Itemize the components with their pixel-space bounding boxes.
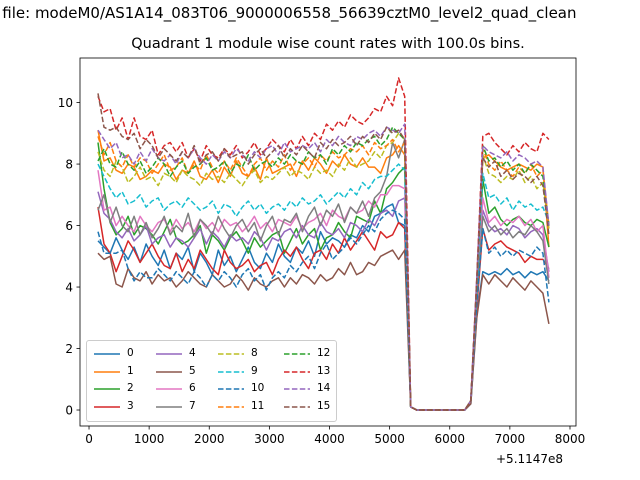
legend-swatch <box>156 370 182 373</box>
x-tick-label: 4000 <box>314 432 345 446</box>
legend-label: 12 <box>317 347 331 359</box>
legend-label: 13 <box>317 364 331 377</box>
legend-label: 1 <box>127 364 134 377</box>
y-tick-label: 0 <box>65 403 73 417</box>
legend-swatch <box>156 353 182 355</box>
legend-swatch <box>156 406 182 408</box>
legend-swatch <box>284 353 310 355</box>
legend-swatch <box>218 406 244 408</box>
series-line-15 <box>97 93 550 411</box>
chart-title: Quadrant 1 module wise count rates with … <box>131 36 525 52</box>
legend-label: 11 <box>251 399 265 412</box>
chart-legend: 0 1 2 3 4 5 6 7 8 9 10 11 12 13 14 15 <box>86 340 337 422</box>
x-tick-label: 5000 <box>374 432 405 446</box>
x-tick-label: 2000 <box>194 432 225 446</box>
plot-frame <box>79 57 577 427</box>
y-tick-label: 8 <box>65 157 73 171</box>
legend-swatch <box>156 388 182 390</box>
legend-swatch <box>284 388 310 390</box>
legend-label: 14 <box>317 382 331 395</box>
x-tick-label: 0 <box>85 432 93 446</box>
x-axis-offset-label: +5.1147e8 <box>496 452 564 466</box>
legend-label: 8 <box>251 347 258 359</box>
legend-label: 4 <box>189 347 196 359</box>
x-tick-label: 7000 <box>495 432 526 446</box>
y-tick-label: 6 <box>65 219 73 233</box>
y-tick-label: 4 <box>65 280 73 294</box>
legend-label: 9 <box>251 364 258 377</box>
legend-label: 3 <box>127 399 134 412</box>
legend-swatch <box>94 388 120 390</box>
figure-suptitle: n file: modeM0/AS1A14_083T06_9000006558_… <box>0 4 577 22</box>
y-tick-label: 2 <box>65 342 73 356</box>
legend-swatch <box>94 370 120 373</box>
legend-swatch <box>218 353 244 355</box>
legend-label: 0 <box>127 347 134 359</box>
x-tick-label: 1000 <box>134 432 165 446</box>
legend-swatch <box>218 370 244 373</box>
legend-label: 15 <box>317 399 331 412</box>
series-line-11 <box>97 136 550 411</box>
y-tick-label: 10 <box>58 96 73 110</box>
legend-label: 7 <box>189 399 196 412</box>
series-lines <box>97 77 550 411</box>
legend-swatch <box>284 406 310 408</box>
legend-label: 10 <box>251 382 265 395</box>
legend-label: 2 <box>127 382 134 395</box>
legend-label: 6 <box>189 382 196 395</box>
x-tick-label: 8000 <box>555 432 586 446</box>
series-line-13 <box>97 77 550 411</box>
legend-label: 5 <box>189 364 196 377</box>
legend-swatch <box>284 370 310 373</box>
x-tick-label: 3000 <box>254 432 285 446</box>
legend-swatch <box>94 353 120 355</box>
x-tick-label: 6000 <box>434 432 465 446</box>
legend-swatch <box>218 388 244 390</box>
legend-swatch <box>94 406 120 408</box>
